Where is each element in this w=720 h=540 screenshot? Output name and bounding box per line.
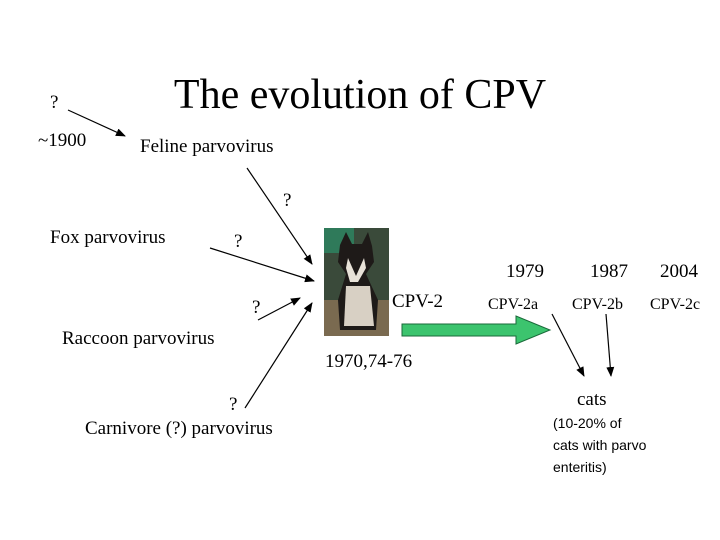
cats-note: (10-20% of [553,415,622,431]
cpv2-label: CPV-2 [392,291,443,312]
green-arrow [401,315,552,345]
cats-note: enteritis) [553,459,607,475]
arrow [551,313,585,377]
variant-label: CPV-2a [488,296,538,313]
date: ~1900 [38,130,86,151]
host-label: Carnivore (?) parvovirus [85,418,273,439]
question-mark: ? [252,297,260,318]
arrow [605,313,615,377]
question-mark: ? [234,231,242,252]
question-mark: ? [283,190,291,211]
cats-note: cats with parvo [553,437,647,453]
title: The evolution of CPV [174,72,546,118]
variant-year: 1979 [506,261,544,282]
cpv2-years: 1970,74-76 [325,351,412,372]
variant-label: CPV-2c [650,296,700,313]
variant-year: 1987 [590,261,628,282]
dog-photo [324,228,389,336]
arrow [244,302,313,409]
arrows [67,109,615,409]
host-label: Fox parvovirus [50,227,166,248]
cats-label: cats [577,389,607,410]
question-mark: ? [50,92,58,113]
variant-year: 2004 [660,261,699,282]
arrow [257,297,301,321]
arrow [246,167,313,265]
arrow [67,109,126,137]
question-mark: ? [229,394,237,415]
arrow [209,247,315,283]
host-label: Raccoon parvovirus [62,328,214,349]
variant-label: CPV-2b [572,296,623,313]
host-label: Feline parvovirus [140,136,274,157]
